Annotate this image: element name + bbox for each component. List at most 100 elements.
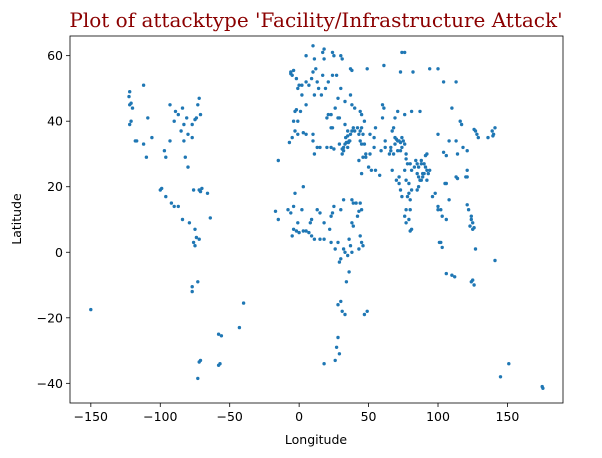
data-point-367 [318, 237, 322, 241]
data-point-11 [146, 116, 150, 120]
data-point-4 [128, 103, 132, 107]
data-point-115 [346, 145, 350, 150]
data-point-324 [339, 257, 343, 261]
data-point-101 [334, 73, 339, 78]
data-point-238 [507, 362, 511, 366]
data-point-7 [133, 139, 137, 143]
x-tick-label: −150 [74, 409, 108, 424]
data-point-16 [168, 103, 172, 107]
data-point-250 [458, 119, 462, 123]
data-point-389 [341, 145, 346, 150]
y-axis: −40 −20 0 20 40 60 [37, 48, 70, 391]
data-point-194 [404, 221, 408, 225]
data-point-69 [276, 217, 280, 222]
data-point-86 [296, 119, 300, 123]
data-point-17 [172, 119, 176, 123]
data-point-182 [404, 178, 408, 182]
data-point-53 [193, 244, 197, 248]
data-point-60 [198, 358, 203, 363]
data-point-129 [358, 129, 362, 133]
data-point-97 [321, 73, 325, 78]
data-point-349 [322, 221, 326, 225]
data-point-79 [300, 93, 304, 97]
data-point-190 [403, 214, 407, 218]
data-point-342 [365, 309, 369, 313]
data-points [89, 44, 545, 390]
data-point-233 [469, 280, 473, 284]
x-tick-label: 150 [496, 409, 520, 424]
data-point-148 [398, 140, 403, 145]
data-point-274 [340, 57, 344, 61]
data-point-326 [347, 270, 351, 274]
data-point-36 [164, 155, 168, 159]
data-point-121 [350, 103, 354, 107]
data-point-319 [348, 244, 353, 248]
data-point-394 [346, 134, 350, 138]
data-point-34 [179, 129, 183, 133]
data-point-13 [144, 155, 149, 159]
data-point-179 [419, 158, 423, 163]
data-point-102 [339, 86, 343, 91]
data-point-376 [311, 132, 315, 136]
data-point-90 [309, 76, 314, 81]
data-point-300 [361, 132, 365, 136]
data-point-38 [160, 186, 164, 191]
data-point-142 [396, 109, 400, 114]
data-point-354 [307, 230, 311, 235]
data-point-175 [428, 168, 432, 172]
data-point-0 [89, 307, 93, 312]
data-point-209 [444, 217, 448, 222]
data-point-208 [440, 214, 444, 218]
data-point-186 [405, 194, 410, 199]
data-point-106 [326, 112, 330, 117]
data-point-325 [337, 260, 342, 264]
data-point-185 [407, 191, 411, 195]
data-point-304 [350, 129, 354, 133]
data-point-162 [409, 168, 414, 172]
data-point-331 [343, 312, 347, 317]
data-point-362 [300, 208, 304, 212]
data-point-225 [469, 217, 473, 222]
data-point-195 [398, 188, 403, 192]
data-point-31 [186, 165, 190, 169]
data-point-257 [454, 139, 458, 143]
data-point-269 [382, 63, 386, 68]
data-point-253 [455, 152, 460, 156]
data-point-160 [405, 162, 410, 166]
data-point-128 [357, 132, 361, 136]
data-point-178 [422, 162, 426, 166]
data-point-32 [183, 155, 187, 159]
data-point-198 [394, 178, 399, 182]
data-point-205 [436, 204, 440, 209]
data-point-295 [379, 149, 383, 153]
data-point-141 [393, 116, 397, 120]
data-point-99 [326, 80, 330, 84]
data-point-168 [416, 175, 421, 179]
data-point-280 [304, 54, 308, 58]
data-point-171 [422, 171, 426, 176]
data-point-27 [198, 112, 203, 117]
data-point-357 [297, 230, 301, 235]
data-point-249 [473, 129, 478, 133]
data-point-374 [301, 185, 305, 189]
data-point-288 [380, 103, 385, 107]
data-point-153 [390, 168, 394, 172]
data-point-68 [273, 209, 278, 213]
data-point-386 [332, 147, 336, 151]
data-point-18 [176, 112, 180, 117]
data-point-281 [321, 50, 325, 55]
data-point-244 [490, 129, 494, 133]
data-point-65 [219, 334, 224, 338]
data-point-339 [361, 244, 365, 248]
data-point-188 [408, 208, 412, 212]
data-point-305 [348, 132, 353, 136]
data-point-246 [476, 135, 480, 140]
data-point-83 [298, 109, 303, 114]
data-point-265 [428, 67, 432, 71]
data-point-105 [329, 112, 333, 117]
data-point-228 [440, 245, 444, 250]
data-point-138 [373, 126, 378, 130]
data-point-109 [330, 126, 335, 130]
data-point-378 [301, 131, 305, 135]
data-point-91 [311, 70, 315, 74]
